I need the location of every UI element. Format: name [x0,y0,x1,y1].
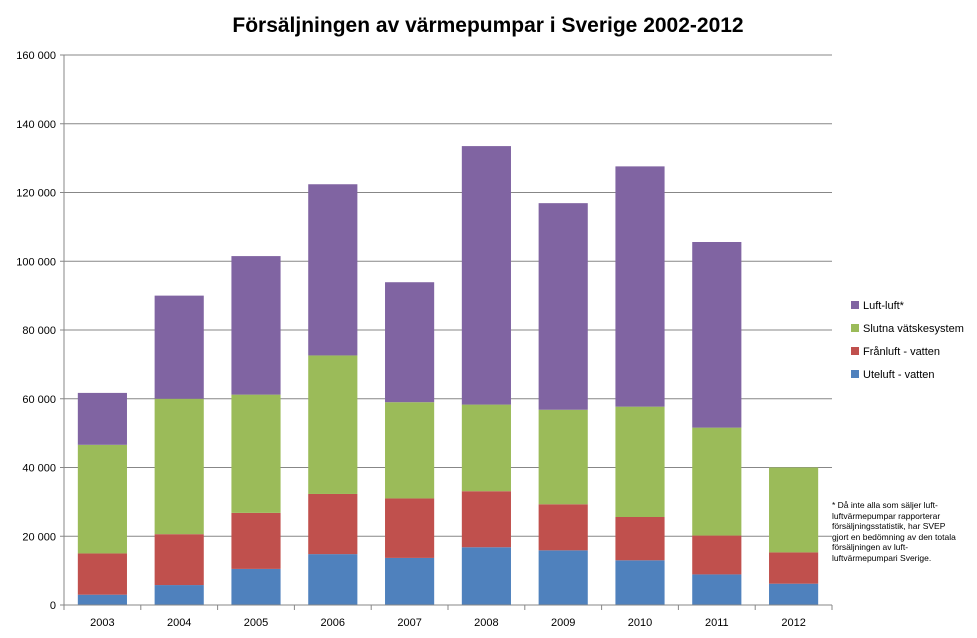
x-tick-label: 2009 [551,617,575,629]
bar-segment [154,398,204,535]
footnote: * Då inte alla som säljer luft-luftvärme… [832,500,956,563]
bar-segment [769,552,819,584]
bar-segment [77,594,127,605]
y-tick-label: 20 000 [22,531,56,543]
bar-segment [385,282,435,403]
y-tick-label: 100 000 [16,256,56,268]
bar-segment [769,467,819,553]
legend-label: Slutna vätskesystem [863,323,964,335]
legend-label: Frånluft - vatten [863,346,940,358]
bar-segment [461,491,511,548]
chart-title: Försäljningen av värmepumpar i Sverige 2… [232,14,743,37]
bar-segment [461,146,511,405]
legend-label: Luft-luft* [863,300,905,312]
bar-segment [461,547,511,605]
legend-swatch [851,301,859,309]
bar-segment [231,256,281,395]
bar-segment [231,512,281,569]
bar-segment [308,554,358,605]
legend-swatch [851,347,859,355]
bar-segment [308,355,358,494]
bar-segment [615,406,665,517]
y-tick-label: 140 000 [16,119,56,131]
bar-segment [538,203,588,410]
bar-segment [154,295,204,399]
legend-swatch [851,324,859,332]
bar-segment [615,560,665,605]
bar-segment [77,392,127,445]
bar-segment [385,402,435,499]
y-tick-label: 120 000 [16,188,56,200]
bar-segment [154,534,204,586]
bar-segment [231,568,281,605]
y-tick-label: 40 000 [22,463,56,475]
y-tick-label: 0 [50,600,56,612]
bar-segment [385,557,435,605]
x-tick-label: 2011 [705,617,729,629]
bar-segment [154,585,204,605]
bar-segment [538,409,588,505]
x-tick-label: 2008 [474,617,498,629]
bar-segment [538,550,588,605]
bar-segment [77,444,127,554]
y-tick-label: 160 000 [16,50,56,62]
bar-segment [461,404,511,492]
bar-segment [615,166,665,407]
x-tick-label: 2007 [397,617,421,629]
x-tick-label: 2004 [167,617,191,629]
x-tick-label: 2010 [628,617,652,629]
bar-segment [385,498,435,558]
y-tick-label: 80 000 [22,325,56,337]
bar-segment [692,574,742,605]
bar-segment [231,394,281,513]
x-tick-label: 2005 [244,617,268,629]
bar-segment [692,427,742,536]
x-tick-label: 2012 [781,617,805,629]
bar-segment [615,517,665,561]
bar-segment [77,553,127,595]
bars [77,146,819,605]
x-tick-label: 2006 [321,617,345,629]
bar-segment [692,242,742,428]
bar-segment [308,184,358,356]
legend-label: Uteluft - vatten [863,369,935,381]
bar-segment [308,493,358,555]
bar-segment [769,583,819,605]
y-tick-label: 60 000 [22,394,56,406]
legend-swatch [851,370,859,378]
x-tick-label: 2003 [90,617,114,629]
bar-segment [538,504,588,551]
bar-segment [692,535,742,575]
axes: 0 20 000 40 000 60 000 80 000 100 000 120 000 1… [16,50,833,629]
legend: Luft-luft* Slutna vätskesystem Frånluft - … [851,300,964,381]
